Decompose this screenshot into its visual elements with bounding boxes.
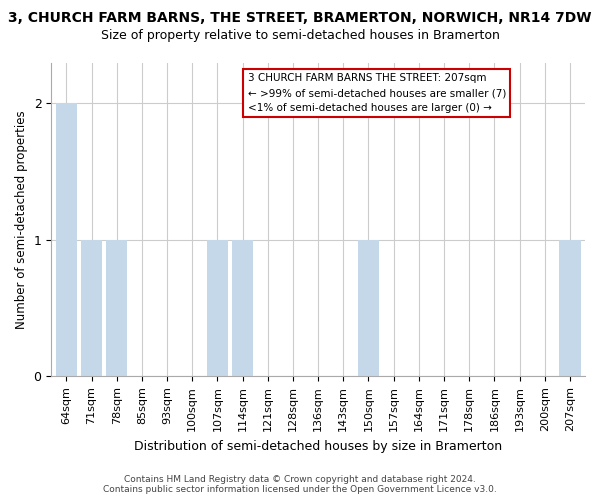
Text: Size of property relative to semi-detached houses in Bramerton: Size of property relative to semi-detach… [101,29,499,42]
Bar [81,240,102,376]
X-axis label: Distribution of semi-detached houses by size in Bramerton: Distribution of semi-detached houses by … [134,440,502,452]
Bar [106,240,127,376]
Bar [232,240,253,376]
Bar [56,104,77,376]
Bar [358,240,379,376]
Bar [207,240,228,376]
Text: Contains HM Land Registry data © Crown copyright and database right 2024.
Contai: Contains HM Land Registry data © Crown c… [103,474,497,494]
Bar [559,240,581,376]
Text: 3 CHURCH FARM BARNS THE STREET: 207sqm
← >99% of semi-detached houses are smalle: 3 CHURCH FARM BARNS THE STREET: 207sqm ←… [248,74,506,113]
Y-axis label: Number of semi-detached properties: Number of semi-detached properties [15,110,28,329]
Text: 3, CHURCH FARM BARNS, THE STREET, BRAMERTON, NORWICH, NR14 7DW: 3, CHURCH FARM BARNS, THE STREET, BRAMER… [8,11,592,25]
